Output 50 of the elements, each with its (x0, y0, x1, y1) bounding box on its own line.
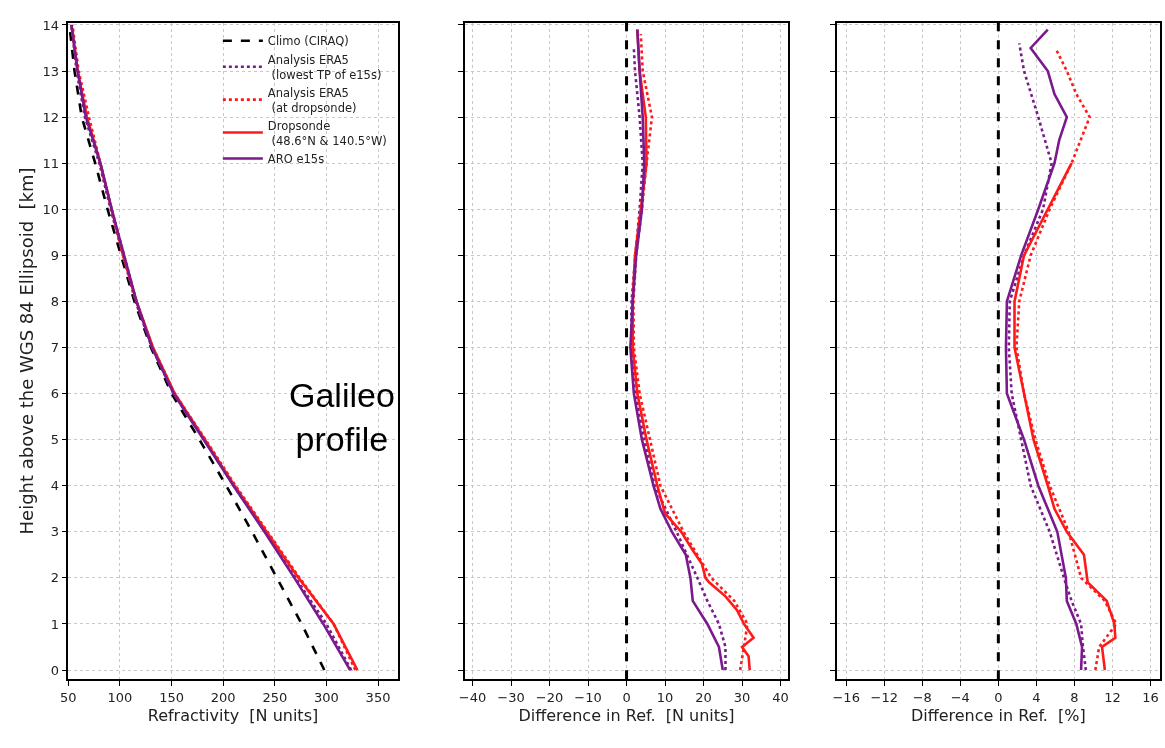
legend-label: Dropsonde (48.6°N & 140.5°W) (267, 118, 387, 148)
x-tick-label: 12 (1104, 689, 1121, 705)
y-tick-label: 2 (50, 570, 59, 586)
x-tick-label: 30 (733, 689, 751, 705)
x-tick-label: 100 (107, 689, 133, 705)
x-tick-label: 250 (262, 689, 288, 705)
x-tick-label: 300 (313, 689, 339, 705)
x-tick-label: −40 (458, 689, 487, 705)
y-tick-label: 9 (50, 247, 59, 263)
x-tick-label: −4 (950, 689, 970, 705)
y-tick-label: 13 (42, 63, 59, 79)
x-tick-label: 0 (622, 689, 631, 705)
y-tick-label: 4 (50, 478, 59, 494)
x-tick-label: 10 (656, 689, 674, 705)
y-tick-label: 10 (42, 201, 59, 217)
x-tick-label: 150 (159, 689, 184, 705)
x-tick-label: 0 (994, 689, 1003, 705)
y-tick-label: 0 (50, 662, 59, 678)
x-tick-label: 8 (1070, 689, 1079, 705)
x-tick-label: 16 (1142, 689, 1159, 705)
y-tick-label: 1 (50, 616, 59, 632)
x-tick-label: 50 (60, 689, 77, 705)
y-tick-label: 14 (42, 17, 59, 33)
y-tick-label: 3 (50, 524, 59, 540)
x-axis-title: Difference in Ref. [%] (910, 705, 1086, 725)
x-tick-label: −20 (535, 689, 564, 705)
y-tick-label: 7 (50, 340, 59, 356)
x-axis-title: Refractivity [N units] (147, 705, 319, 725)
x-tick-label: 350 (365, 689, 391, 705)
legend-label: Analysis ERA5 (lowest TP of e15s) (267, 52, 382, 82)
x-tick-label: −10 (574, 689, 602, 705)
x-tick-label: −30 (497, 689, 525, 705)
x-tick-label: −12 (870, 689, 898, 705)
x-tick-label: 20 (695, 689, 712, 705)
x-tick-label: −8 (912, 689, 932, 705)
y-tick-label: 5 (50, 432, 59, 448)
legend-label: ARO e15s (267, 151, 325, 166)
y-tick-label: 12 (42, 109, 59, 125)
x-tick-label: 40 (772, 689, 789, 705)
legend-label: Analysis ERA5 (at dropsonde) (267, 85, 357, 115)
y-tick-label: 11 (42, 155, 59, 171)
x-axis-title: Difference in Ref. [N units] (518, 705, 735, 725)
y-tick-label: 8 (50, 293, 59, 309)
legend-label: Climo (CIRAQ) (267, 34, 349, 49)
x-tick-label: −16 (832, 689, 860, 705)
annotation: Galileo profile (289, 376, 395, 459)
x-tick-label: 4 (1032, 689, 1041, 705)
y-tick-label: 6 (50, 386, 59, 402)
y-axis-title: Height above the WGS 84 Ellipsoid [km] (16, 167, 38, 535)
x-tick-label: 200 (210, 689, 236, 705)
